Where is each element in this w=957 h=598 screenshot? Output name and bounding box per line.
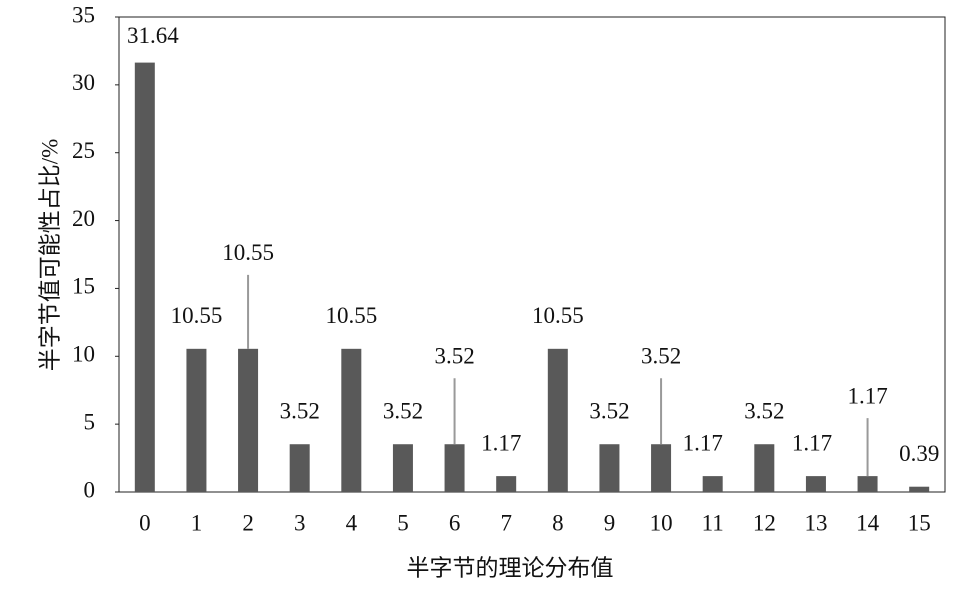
y-tick-label: 5	[84, 409, 96, 434]
bar	[702, 476, 723, 492]
x-tick-label: 4	[346, 510, 358, 535]
x-tick-label: 9	[604, 510, 616, 535]
data-label: 3.52	[383, 399, 423, 424]
data-label: 0.39	[899, 441, 939, 466]
data-label: 31.64	[127, 23, 179, 48]
x-tick-label: 0	[139, 510, 151, 535]
data-label: 1.17	[847, 383, 887, 408]
x-tick-label: 6	[449, 510, 461, 535]
bar	[805, 476, 826, 492]
x-tick-label: 14	[856, 510, 880, 535]
bar	[444, 444, 465, 492]
data-label: 10.55	[325, 303, 377, 328]
bar	[496, 476, 517, 492]
x-tick-label: 1	[191, 510, 203, 535]
plot-frame	[118, 16, 946, 493]
data-label: 3.52	[280, 399, 320, 424]
y-tick-label: 25	[72, 138, 95, 163]
bar	[909, 486, 930, 492]
x-tick-label: 5	[397, 510, 409, 535]
bar	[547, 348, 568, 492]
bar	[857, 476, 878, 492]
data-label: 10.55	[532, 303, 584, 328]
x-tick-label: 13	[804, 510, 827, 535]
data-label: 3.52	[589, 399, 629, 424]
bar	[289, 444, 310, 492]
x-tick-label: 3	[294, 510, 306, 535]
y-tick-label: 0	[84, 477, 96, 502]
x-tick-label: 8	[552, 510, 564, 535]
y-tick-label: 30	[72, 70, 95, 95]
y-tick-label: 10	[72, 342, 95, 367]
data-label: 10.55	[171, 303, 223, 328]
bar	[186, 348, 207, 492]
x-axis-label: 半字节的理论分布值	[407, 555, 614, 580]
data-label: 3.52	[744, 399, 784, 424]
y-axis-label: 半字节值可能性占比/%	[37, 139, 62, 372]
bar	[238, 348, 259, 492]
data-label: 10.55	[222, 240, 274, 265]
bar	[392, 444, 413, 492]
data-label: 1.17	[481, 430, 521, 455]
bar	[651, 444, 672, 492]
x-tick-label: 7	[500, 510, 512, 535]
x-tick-label: 2	[242, 510, 254, 535]
bar	[341, 348, 362, 492]
x-tick-label: 11	[702, 510, 724, 535]
bar	[134, 62, 155, 492]
x-tick-label: 10	[650, 510, 673, 535]
bar	[599, 444, 620, 492]
data-label: 3.52	[641, 344, 681, 369]
bar	[754, 444, 775, 492]
data-label: 1.17	[792, 430, 832, 455]
y-tick-label: 15	[72, 274, 95, 299]
data-label: 1.17	[683, 430, 723, 455]
y-tick-label: 20	[72, 206, 95, 231]
data-label: 3.52	[434, 344, 474, 369]
y-tick-label: 35	[72, 2, 95, 27]
x-tick-label: 12	[753, 510, 776, 535]
x-tick-label: 15	[908, 510, 931, 535]
